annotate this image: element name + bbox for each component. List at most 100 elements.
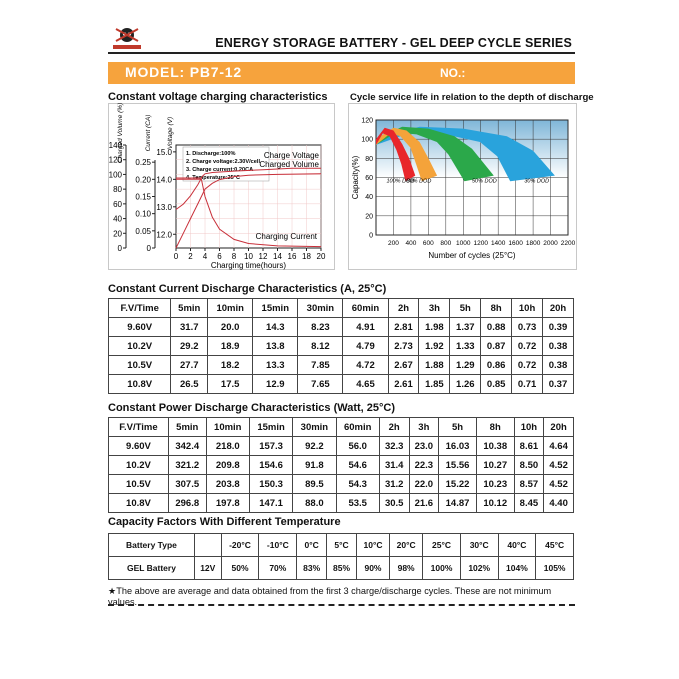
- row-head-cell: 10.8V: [108, 493, 169, 513]
- value-cell: 1.37: [449, 317, 482, 337]
- legend-item: 3. Charge current:0.20CA: [186, 167, 253, 173]
- value-cell: 0.87: [480, 336, 513, 356]
- x-tick-label: 14: [273, 252, 282, 261]
- x-tick-label: 2: [188, 252, 193, 261]
- brand-logo-icon: [113, 28, 141, 49]
- value-cell: 32.3: [378, 436, 410, 456]
- curve-label-current: Charging Current: [256, 232, 318, 241]
- value-cell: 0.38: [542, 355, 574, 375]
- header-cell: 30min: [297, 298, 344, 318]
- row-head-cell: 9.60V: [108, 436, 169, 456]
- header-cell: Battery Type: [108, 533, 195, 557]
- cycle-y-tick-label: 100: [361, 137, 373, 144]
- value-cell: 13.8: [252, 336, 299, 356]
- cycle-x-tick-label: 800: [440, 240, 451, 247]
- header-cell: 5h: [438, 417, 477, 437]
- capacity-table-title: Capacity Factors With Different Temperat…: [108, 516, 341, 528]
- value-cell: 10.23: [475, 474, 515, 494]
- table-row: 10.2V 29.2 18.9 13.8 8.12 4.79 2.73 1.92 1.33 0.8…: [107, 336, 574, 356]
- value-cell: 102%: [459, 556, 499, 580]
- value-cell: 2.61: [387, 374, 420, 394]
- dod-band-80-pct: [376, 127, 438, 182]
- dod-label: 30% DOD: [524, 178, 549, 184]
- value-cell: 85%: [326, 556, 357, 580]
- row-head-cell: 9.60V: [107, 317, 172, 337]
- value-cell: 18.9: [207, 336, 254, 356]
- value-cell: 54.6: [335, 455, 380, 475]
- header-cell: F.V/Time: [107, 298, 172, 318]
- volume-axis-tick-label: 80: [113, 185, 122, 194]
- model-number-label: NO.:: [440, 66, 466, 80]
- x-tick-label: 10: [244, 252, 253, 261]
- value-cell: 197.8: [205, 493, 250, 513]
- table-row: 10.8V 296.8 197.8 147.1 88.0 53.5 30.5 21.6 14.8…: [108, 493, 574, 513]
- value-cell: 26.5: [170, 374, 209, 394]
- value-cell: 0.88: [480, 317, 513, 337]
- current-axis-tick-label: 0: [147, 244, 152, 253]
- cycle-y-tick-label: 60: [365, 175, 373, 182]
- current-axis-tick-label: 0.10: [135, 210, 151, 219]
- cycle-x-tick-label: 1000: [456, 240, 471, 247]
- value-cell: 209.8: [205, 455, 250, 475]
- value-cell: 31.7: [170, 317, 209, 337]
- value-cell: 54.3: [335, 474, 380, 494]
- value-cell: 4.65: [342, 374, 389, 394]
- value-cell: 2.73: [387, 336, 420, 356]
- header-cell: 20°C: [389, 533, 424, 557]
- value-cell: 1.88: [418, 355, 451, 375]
- header-cell: 20h: [542, 298, 574, 318]
- table-header-row: F.V/Time 5min 10min 15min 30min 60min 2h 3h 5h 8h…: [107, 298, 574, 318]
- header-cell: 10min: [207, 298, 254, 318]
- value-cell: 0.73: [511, 317, 544, 337]
- cycle-x-tick-label: 2000: [543, 240, 558, 247]
- value-cell: 342.4: [167, 436, 207, 456]
- volume-axis-tick-label: 20: [113, 229, 122, 238]
- value-cell: 23.0: [408, 436, 440, 456]
- capacity-factor-table: Battery Type -20°C -10°C 0°C 5°C 10°C 20°C 25°C…: [108, 533, 574, 580]
- cycle-y-tick-label: 0: [369, 233, 373, 240]
- value-cell: 100%: [422, 556, 461, 580]
- value-cell: 91.8: [292, 455, 337, 475]
- value-cell: 1.29: [449, 355, 482, 375]
- x-tick-label: 20: [317, 252, 326, 261]
- row-head-cell: 10.5V: [108, 474, 169, 494]
- current-axis-tick-label: 0.25: [135, 158, 151, 167]
- x-tick-label: 12: [259, 252, 268, 261]
- value-cell: 0.39: [542, 317, 574, 337]
- current-table-title: Constant Current Discharge Characteristi…: [108, 283, 387, 295]
- value-cell: 56.0: [335, 436, 380, 456]
- value-cell: 8.45: [513, 493, 545, 513]
- volume-axis-tick-label: 140: [109, 141, 123, 150]
- value-cell: 22.0: [408, 474, 440, 494]
- value-cell: 89.5: [292, 474, 337, 494]
- header-cell: F.V/Time: [108, 417, 169, 437]
- cycle-y-tick-label: 120: [361, 118, 373, 125]
- value-cell: 53.5: [335, 493, 380, 513]
- header-cell: 40°C: [497, 533, 537, 557]
- voltage-axis-tick-label: 14.0: [156, 175, 172, 184]
- volume-axis-tick-label: 100: [109, 170, 123, 179]
- value-cell: 29.2: [170, 336, 209, 356]
- value-cell: 83%: [296, 556, 328, 580]
- row-head-cell: GEL Battery: [108, 556, 195, 580]
- value-cell: 92.2: [292, 436, 337, 456]
- value-cell: 0.72: [511, 336, 544, 356]
- cycle-x-tick-label: 1600: [508, 240, 523, 247]
- header-cell: 8h: [475, 417, 515, 437]
- value-cell: 27.7: [170, 355, 209, 375]
- value-cell: 10.38: [475, 436, 515, 456]
- value-cell: 296.8: [167, 493, 207, 513]
- header-cell: 30°C: [459, 533, 499, 557]
- current-axis-tick-label: 0.20: [135, 175, 151, 184]
- curve-label-volume: Charged Volume: [259, 160, 319, 169]
- legend-item: 1. Discharge:100%: [186, 151, 235, 157]
- value-cell: 4.52: [543, 474, 574, 494]
- value-cell: 105%: [535, 556, 574, 580]
- volume-axis-tick-label: 40: [113, 215, 122, 224]
- header-cell: 8h: [480, 298, 513, 318]
- value-cell: 30.5: [378, 493, 410, 513]
- current-axis-tick-label: 0.15: [135, 193, 151, 202]
- x-tick-label: 0: [174, 252, 179, 261]
- current-axis-tick-label: 0.05: [135, 227, 151, 236]
- value-cell: 14.87: [438, 493, 477, 513]
